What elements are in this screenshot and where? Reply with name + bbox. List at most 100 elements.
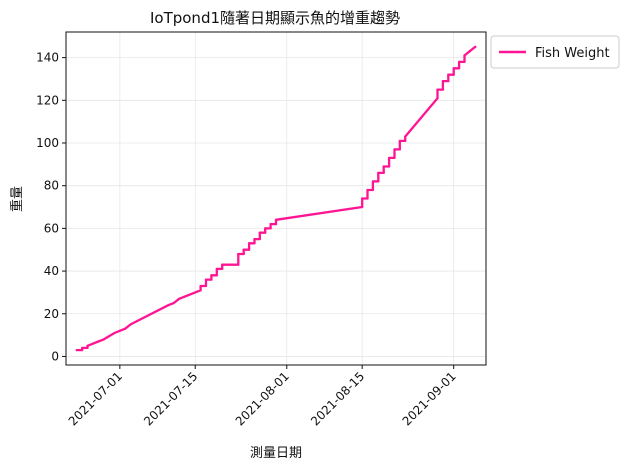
x-tick-label: 2021-07-15	[141, 369, 200, 428]
x-tick-label: 2021-08-15	[308, 369, 367, 428]
y-tick-label: 0	[51, 349, 59, 363]
data-point	[86, 344, 89, 347]
data-point	[221, 267, 224, 271]
data-point	[387, 165, 391, 168]
data-point	[242, 248, 245, 251]
data-point	[382, 171, 385, 174]
data-point	[377, 171, 380, 174]
chart-title: IoTpond1隨著日期顯示魚的增重趨勢	[150, 9, 400, 27]
data-point	[253, 242, 256, 245]
data-point	[177, 297, 181, 300]
y-tick-label: 60	[44, 221, 59, 235]
data-point	[91, 342, 95, 345]
data-point	[102, 338, 105, 341]
data-point	[215, 274, 218, 277]
data-point	[204, 278, 208, 281]
data-point	[377, 180, 380, 183]
data-point	[404, 139, 407, 142]
x-tick-label: 2021-09-01	[400, 369, 459, 428]
data-point	[210, 274, 213, 277]
data-point	[118, 329, 121, 332]
y-tick-label: 100	[36, 136, 59, 150]
data-point	[215, 267, 218, 271]
data-point	[194, 291, 197, 294]
data-point	[97, 340, 100, 343]
data-point	[398, 148, 401, 151]
data-point	[436, 88, 439, 91]
data-point	[452, 67, 455, 70]
data-point	[172, 301, 175, 305]
data-point	[382, 165, 385, 168]
data-point	[371, 180, 375, 183]
data-point	[398, 139, 401, 142]
data-point	[124, 327, 127, 330]
data-point	[258, 231, 261, 234]
data-point	[81, 346, 84, 350]
data-point	[199, 284, 202, 288]
series-layer	[75, 45, 477, 352]
data-point	[269, 223, 272, 226]
data-point	[441, 88, 445, 91]
data-point	[204, 284, 208, 288]
data-point	[457, 67, 461, 70]
data-point	[199, 289, 202, 292]
y-tick-label: 140	[36, 51, 59, 65]
data-point	[447, 73, 450, 76]
data-point	[113, 331, 116, 335]
data-point	[188, 293, 191, 296]
y-tick-label: 40	[44, 264, 59, 278]
y-tick-label: 20	[44, 307, 59, 321]
grid-lines	[66, 32, 486, 365]
legend: Fish Weight	[490, 35, 620, 69]
data-point	[221, 263, 224, 266]
data-point	[393, 156, 396, 160]
y-tick-label: 120	[36, 93, 59, 107]
data-point	[387, 156, 391, 160]
data-point	[258, 237, 261, 241]
data-point	[457, 60, 461, 63]
data-point	[269, 227, 272, 230]
data-point	[366, 188, 369, 192]
fish-weight-line	[75, 45, 477, 352]
data-point	[75, 348, 78, 352]
data-point	[361, 197, 364, 200]
y-tick-label: 80	[44, 179, 59, 193]
data-point	[129, 323, 132, 326]
data-point	[468, 50, 471, 53]
data-point	[463, 54, 466, 57]
data-point	[366, 197, 369, 200]
data-point	[474, 45, 477, 49]
data-point	[167, 304, 170, 307]
data-point	[253, 237, 256, 241]
data-point	[237, 252, 240, 256]
data-point	[452, 73, 455, 76]
x-tick-label: 2021-08-01	[233, 369, 292, 428]
y-axis-title: 重量	[9, 186, 25, 212]
data-point	[436, 97, 439, 100]
data-point	[183, 295, 186, 298]
data-point	[210, 278, 213, 281]
data-point	[247, 242, 251, 245]
plot-frame	[65, 31, 487, 366]
data-point	[247, 248, 251, 251]
data-point	[404, 135, 407, 138]
data-point	[237, 263, 240, 266]
x-axis-title: 測量日期	[250, 446, 302, 461]
data-point	[361, 205, 364, 209]
data-point	[274, 218, 278, 221]
legend-box	[490, 35, 620, 69]
data-point	[86, 346, 89, 350]
x-tick-label: 2021-07-01	[66, 369, 125, 428]
data-point	[371, 188, 375, 192]
data-point	[393, 148, 396, 151]
data-point	[274, 223, 278, 226]
data-point	[242, 252, 245, 256]
data-point	[463, 60, 466, 63]
data-point	[264, 227, 267, 230]
data-point	[447, 79, 450, 83]
legend-label: Fish Weight	[535, 46, 610, 61]
data-point	[264, 231, 267, 234]
plot-area	[66, 32, 486, 365]
